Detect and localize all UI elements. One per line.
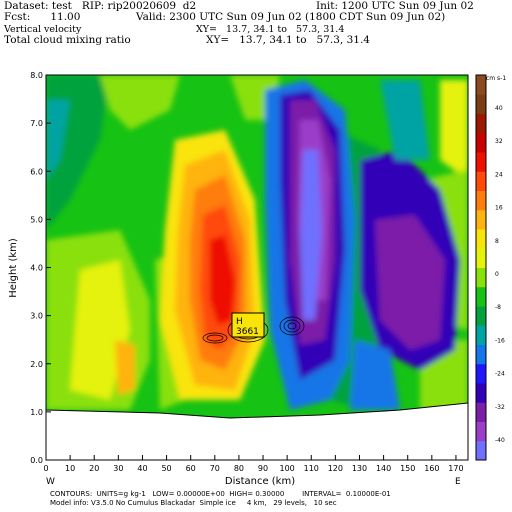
y-tick-label: 3.0 [30,312,43,321]
field-1-xy: XY= 13.7, 34.1 to 57.3, 31.4 [196,24,345,35]
model-info: Model info: V3.5.0 No Cumulus Blackadar … [50,499,337,507]
colorbar-swatch [476,152,486,172]
colorbar-frame [475,74,487,461]
x-tick-label: 140 [376,464,391,473]
west-label: W [46,477,55,487]
contours-info: CONTOURS: UNITS=g kg-1 LOW= 0.00000E+00 … [50,490,391,498]
colorbar-swatch [476,132,486,153]
x-tick-label: 120 [328,464,343,473]
field-2-xy: XY= 13.7, 34.1 to 57.3, 31.4 [206,34,370,46]
colorbar-tick-label: 8 [495,238,499,245]
dataset-label: Dataset: test RIP: rip20020609 d2 [4,0,197,12]
colorbar-swatch [476,171,486,191]
max-label-h: H [236,317,243,327]
valid-time: Valid: 2300 UTC Sun 09 Jun 02 (1800 CDT … [136,11,446,23]
x-tick-label: 110 [304,464,319,473]
colorbar-swatch [476,267,486,288]
colorbar-units: cm s-1 [486,75,506,82]
x-tick-label: 60 [186,464,196,473]
colorbar-tick-label: -32 [495,404,505,411]
colorbar-tick-label: -24 [495,371,505,378]
colorbar-swatch [476,190,486,211]
y-axis: 0.0 1.0 2.0 3.0 4.0 5.0 6.0 7.0 8.0 [30,71,51,465]
x-tick-label: 130 [352,464,367,473]
x-axis: 0 10 20 30 40 50 60 70 80 90 100 110 120 130 140 150 160… [43,455,464,473]
y-tick-label: 6.0 [30,167,43,176]
field-2-name: Total cloud mixing ratio [4,34,131,46]
colorbar-swatch [476,440,486,461]
colorbar-tick-label: 32 [495,138,503,145]
forecast-hour: Fcst: 11.00 [4,11,81,23]
x-tick-label: 30 [113,464,123,473]
colorbar-swatch [476,421,486,442]
x-tick-label: 50 [161,464,171,473]
x-tick-label: 0 [43,464,48,473]
x-tick-label: 90 [258,464,268,473]
colorbar [475,74,487,461]
field-1-name: Vertical velocity [4,24,82,35]
y-tick-label: 2.0 [30,360,43,369]
init-time: Init: 1200 UTC Sun 09 Jun 02 [316,0,474,12]
colorbar-swatch [476,383,486,403]
colorbar-tick-label: 40 [495,105,503,112]
colorbar-tick-label: -40 [495,437,505,444]
x-axis-label: Distance (km) [225,476,295,487]
colorbar-swatch [476,94,486,114]
colorbar-swatch [476,306,486,326]
velocity-field [46,75,468,460]
y-axis-label: Height (km) [8,238,19,298]
x-tick-label: 20 [89,464,99,473]
colorbar-swatch [476,229,486,249]
colorbar-swatch [476,209,486,230]
colorbar-ticks: 40 32 24 16 8 0 -8 -16 -24 -32 -40 [495,105,505,444]
x-tick-label: 40 [137,464,147,473]
colorbar-swatch [476,344,486,365]
x-tick-label: 150 [400,464,415,473]
y-tick-label: 0.0 [30,456,43,465]
colorbar-swatch [476,325,486,345]
x-tick-label: 170 [448,464,463,473]
colorbar-tick-label: 0 [495,271,499,278]
colorbar-swatch [476,402,486,422]
y-tick-label: 5.0 [30,215,43,224]
colorbar-swatch [476,286,486,307]
x-tick-label: 10 [65,464,75,473]
colorbar-tick-label: -16 [495,337,505,344]
max-label-value: 3661 [236,327,259,337]
y-tick-label: 1.0 [30,408,43,417]
colorbar-tick-label: -8 [495,304,501,311]
colorbar-swatch [476,363,486,384]
colorbar-tick-label: 24 [495,171,503,178]
x-tick-label: 80 [234,464,244,473]
x-tick-label: 160 [424,464,439,473]
colorbar-tick-label: 16 [495,205,503,212]
max-label-box [231,312,265,338]
east-label: E [455,477,461,487]
x-tick-label: 70 [210,464,220,473]
colorbar-swatch [476,113,486,134]
y-tick-label: 4.0 [30,264,43,273]
y-tick-label: 8.0 [30,71,43,80]
y-tick-label: 7.0 [30,119,43,128]
colorbar-swatch [476,248,486,268]
x-tick-label: 100 [280,464,295,473]
colorbar-swatch [476,75,486,95]
